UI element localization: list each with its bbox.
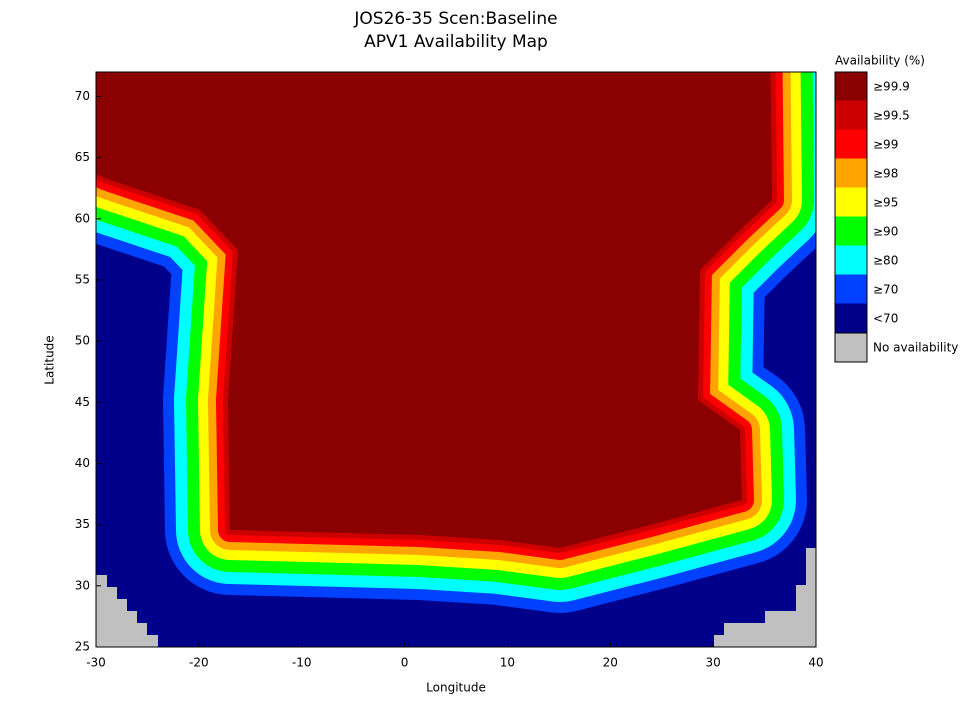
legend-label: ≥90 bbox=[873, 225, 898, 239]
map bbox=[96, 72, 816, 647]
y-tick-label: 30 bbox=[75, 578, 90, 592]
legend-title: Availability (%) bbox=[835, 54, 925, 68]
legend-label: ≥80 bbox=[873, 254, 898, 268]
x-axis-label: Longitude bbox=[426, 681, 486, 695]
y-tick-label: 60 bbox=[75, 211, 90, 225]
legend-swatch bbox=[834, 216, 868, 247]
x-tick-label: 30 bbox=[706, 656, 721, 670]
x-tick-label: 0 bbox=[401, 656, 409, 670]
no-availability bbox=[714, 548, 816, 647]
plot-frame bbox=[95, 71, 817, 648]
legend-label: ≥95 bbox=[873, 196, 898, 210]
legend-swatch bbox=[834, 274, 868, 305]
y-tick-label: 65 bbox=[75, 150, 90, 164]
legend-swatch bbox=[834, 100, 868, 131]
x-tick-label: -20 bbox=[189, 656, 209, 670]
legend-label: ≥99.5 bbox=[873, 109, 910, 123]
y-axis-label: Latitude bbox=[43, 335, 57, 384]
legend-label: ≥99 bbox=[873, 138, 898, 152]
chart-title: JOS26-35 Scen:Baseline bbox=[353, 9, 557, 29]
legend-frame bbox=[834, 71, 868, 363]
legend-label: ≥70 bbox=[873, 283, 898, 297]
x-tick-label: 40 bbox=[808, 656, 823, 670]
legend-swatch bbox=[834, 245, 868, 276]
legend-swatch bbox=[834, 332, 868, 363]
y-tick-label: 70 bbox=[75, 89, 90, 103]
legend-swatch bbox=[834, 71, 868, 102]
y-tick-label: 55 bbox=[75, 272, 90, 286]
x-tick-label: -10 bbox=[292, 656, 312, 670]
x-tick-label: 10 bbox=[500, 656, 515, 670]
y-tick-label: 25 bbox=[75, 640, 90, 654]
legend-label: No availability bbox=[873, 341, 958, 355]
legend-label: <70 bbox=[873, 312, 898, 326]
no-availability bbox=[96, 575, 158, 647]
legend-swatch bbox=[834, 187, 868, 218]
x-tick-label: -30 bbox=[86, 656, 106, 670]
y-tick-label: 40 bbox=[75, 456, 90, 470]
y-tick-label: 50 bbox=[75, 334, 90, 348]
availability-core bbox=[96, 72, 772, 548]
legend-swatch bbox=[834, 303, 868, 334]
x-tick-label: 20 bbox=[603, 656, 618, 670]
y-tick-label: 35 bbox=[75, 517, 90, 531]
legend-label: ≥98 bbox=[873, 167, 898, 181]
legend-swatch bbox=[834, 129, 868, 160]
legend-swatch bbox=[834, 158, 868, 189]
y-tick-label: 45 bbox=[75, 395, 90, 409]
chart-subtitle: APV1 Availability Map bbox=[364, 32, 548, 52]
legend-label: ≥99.9 bbox=[873, 80, 910, 94]
